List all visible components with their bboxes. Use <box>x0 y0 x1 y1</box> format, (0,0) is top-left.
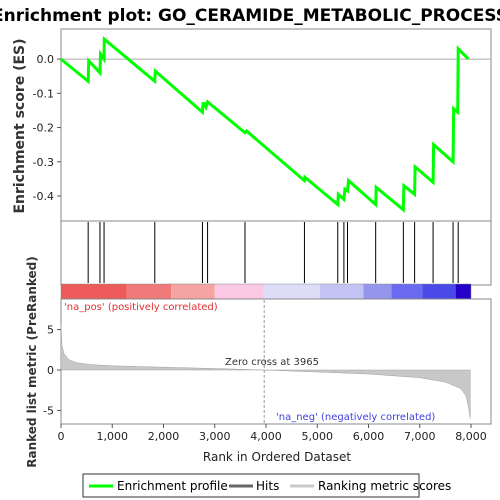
heat-segment <box>319 284 364 299</box>
rank-x-tick-label: 3,000 <box>199 430 231 443</box>
rank-y-tick-label: -5 <box>43 404 54 417</box>
rank-x-tick-label: 5,000 <box>302 430 334 443</box>
rank-y-tick-label: 0 <box>47 364 54 377</box>
hits-markers <box>87 222 459 283</box>
heat-segment <box>363 284 392 299</box>
es-y-tick-label: -0.1 <box>33 87 54 100</box>
rank-x-tick-label: 1,000 <box>97 430 129 443</box>
es-y-label: Enrichment score (ES) <box>12 38 28 213</box>
rank-x-tick-label: 2,000 <box>148 430 180 443</box>
na-neg-label: 'na_neg' (negatively correlated) <box>276 412 435 423</box>
rank-y-tick-label: 5 <box>47 324 54 337</box>
es-y-tick-label: -0.4 <box>33 190 54 203</box>
legend-enrichment-label: Enrichment profile <box>117 479 228 493</box>
ranking-metric-area <box>60 324 471 419</box>
rank-y-label: Ranked list metric (PreRanked) <box>25 256 39 468</box>
zero-cross-label: Zero cross at 3965 <box>225 357 319 368</box>
chart-title: Enrichment plot: GO_CERAMIDE_METABOLIC_P… <box>0 6 500 26</box>
heat-segment <box>171 284 215 299</box>
heat-segment <box>422 284 456 299</box>
es-y-tick-label: 0.0 <box>37 53 55 66</box>
rank-x-tick-label: 6,000 <box>353 430 385 443</box>
es-y-tick-label: -0.3 <box>33 156 54 169</box>
hits-panel-frame <box>60 220 492 286</box>
na-pos-label: 'na_pos' (positively correlated) <box>64 302 218 313</box>
heat-segment <box>391 284 423 299</box>
x-axis-label: Rank in Ordered Dataset <box>203 450 351 464</box>
enrichment-profile-line <box>60 36 470 213</box>
rank-x-tick-label: 4,000 <box>250 430 282 443</box>
es-y-tick-label: -0.2 <box>33 122 54 135</box>
rank-heat-strip <box>61 284 471 299</box>
heat-segment <box>214 284 264 299</box>
legend-hits-label: Hits <box>256 479 279 493</box>
heat-segment <box>126 284 172 299</box>
es-y-axis: 0.0 -0.1 -0.2 -0.3 -0.4 <box>33 53 61 203</box>
rank-y-axis: 5 0 -5 <box>43 324 61 417</box>
heat-segment <box>455 284 471 299</box>
legend-ranking-label: Ranking metric scores <box>318 479 451 493</box>
rank-x-tick-label: 8,000 <box>455 430 487 443</box>
heat-segment <box>61 284 127 299</box>
heat-segment <box>263 284 320 299</box>
rank-x-tick-label: 0 <box>58 430 65 443</box>
rank-x-tick-label: 7,000 <box>404 430 436 443</box>
rank-x-axis: 0 1,000 2,000 3,000 4,000 5,000 6,000 7,000 8,00… <box>58 424 487 443</box>
